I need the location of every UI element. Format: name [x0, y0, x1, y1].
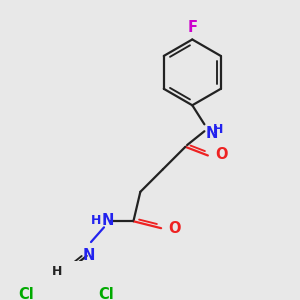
Text: H: H [213, 123, 224, 136]
Text: H: H [52, 265, 62, 278]
Text: Cl: Cl [98, 287, 114, 300]
Text: H: H [91, 214, 101, 227]
Text: N: N [205, 126, 218, 141]
Text: O: O [215, 147, 227, 162]
Text: O: O [168, 221, 181, 236]
Text: N: N [82, 248, 94, 263]
Text: Cl: Cl [18, 287, 34, 300]
Text: F: F [187, 20, 197, 35]
Text: N: N [102, 213, 115, 228]
